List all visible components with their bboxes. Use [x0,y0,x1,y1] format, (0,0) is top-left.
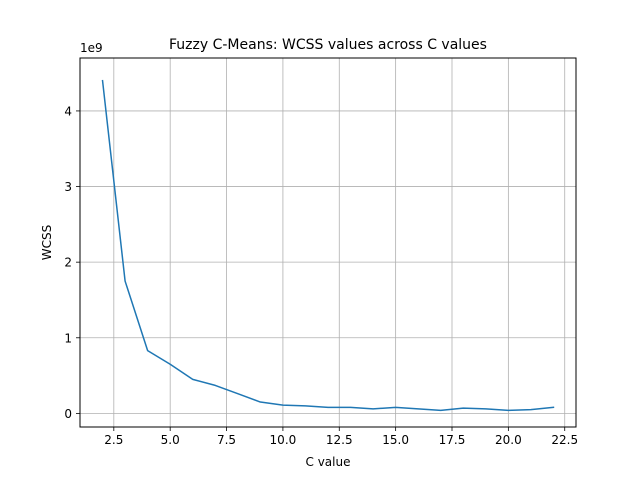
x-tick-label: 5.0 [161,433,180,447]
x-tick-label: 22.5 [551,433,578,447]
y-axis-title: WCSS [40,225,54,260]
y-tick-label: 2 [64,256,72,270]
y-tick-label: 4 [64,104,72,118]
series-layer [101,79,555,412]
x-tick-label: 2.5 [104,433,123,447]
series-line-0 [101,79,555,412]
x-axis-title: C value [306,455,351,469]
x-tick-label: 10.0 [270,433,297,447]
plot-area-frame [79,57,577,428]
y-axis-offset-label: 1e9 [80,41,103,55]
x-tick-label: 12.5 [326,433,353,447]
axis-ticks: 2.5 5.0 7.5 10.0 12.5 15.0 17.5 20.0 22.5 0 1 2 3 4 [64,104,578,447]
chart-title: Fuzzy C-Means: WCSS values across C valu… [169,37,487,53]
y-tick-label: 1 [64,331,72,345]
x-tick-label: 17.5 [439,433,466,447]
x-tick-label: 7.5 [217,433,236,447]
x-tick-label: 20.0 [495,433,522,447]
y-tick-label: 3 [64,180,72,194]
y-tick-label: 0 [64,407,72,421]
grid [80,58,576,427]
x-tick-label: 15.0 [382,433,409,447]
